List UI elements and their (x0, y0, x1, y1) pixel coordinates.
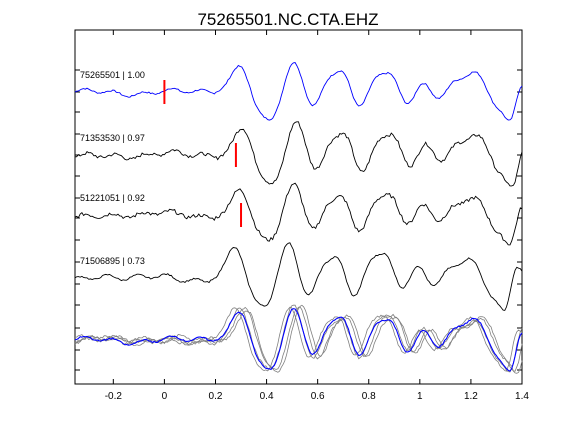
x-tick-label: 1 (417, 391, 423, 402)
x-tick-label: 0.6 (311, 391, 325, 402)
trace-line-1 (74, 61, 523, 121)
pick-markers (163, 80, 243, 227)
x-tick-label: 0.4 (260, 391, 274, 402)
trace-labels: 75265501 | 1.00 71353530 | 0.97 51221051 |… (80, 70, 145, 266)
trace-stack (74, 61, 523, 374)
overlay-trace-3 (75, 306, 523, 372)
overlay-primary-trace (74, 308, 523, 372)
x-tick-label: 0 (162, 391, 168, 402)
x-tick-label: 1.2 (464, 391, 478, 402)
x-tick-label: 1.4 (515, 391, 529, 402)
trace-label-1: 75265501 | 1.00 (80, 70, 145, 80)
trace-label-4: 71506895 | 0.73 (80, 256, 145, 266)
x-tick-label: 0.2 (209, 391, 223, 402)
overlay-trace-1 (74, 304, 523, 373)
x-tick-label: 0.8 (362, 391, 376, 402)
overlay-trace-4 (74, 304, 523, 374)
trace-line-2 (74, 121, 523, 187)
chart-title: 75265501.NC.CTA.EHZ (197, 10, 378, 29)
trace-line-4 (74, 242, 523, 311)
trace-label-2: 71353530 | 0.97 (80, 133, 145, 143)
plot-axes: -0.2 0 0.2 0.4 0.6 0.8 1 1.2 1.4 (74, 29, 529, 402)
trace-line-3 (74, 182, 523, 246)
trace-label-3: 51221051 | 0.92 (80, 193, 145, 203)
plot-frame (74, 29, 523, 385)
x-tick-label: -0.2 (105, 391, 123, 402)
